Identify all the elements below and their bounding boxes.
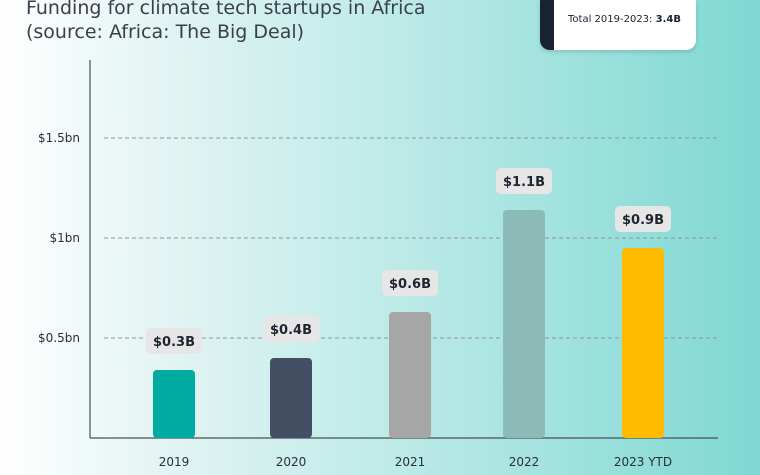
bar-2023-ytd	[622, 248, 664, 438]
bar-2019	[153, 370, 195, 438]
data-label: $1.1B	[503, 175, 545, 190]
bar-2020	[270, 358, 312, 438]
bar-2021	[389, 312, 431, 438]
data-label: $0.9B	[622, 213, 664, 228]
bar-2022	[503, 210, 545, 438]
y-tick-label: $1bn	[50, 231, 81, 245]
data-label: $0.3B	[153, 335, 195, 350]
y-tick-label: $1.5bn	[38, 131, 80, 145]
x-tick-label: 2022	[509, 455, 540, 469]
x-tick-label: 2021	[395, 455, 426, 469]
x-tick-label: 2023 YTD	[614, 455, 672, 469]
data-label: $0.6B	[389, 277, 431, 292]
bar-chart: $0.5bn $1bn $1.5bn $0.3B 2019 $0.4B 2020 $0.6B 2…	[0, 0, 760, 475]
y-tick-label: $0.5bn	[38, 331, 80, 345]
x-tick-label: 2020	[276, 455, 307, 469]
x-tick-label: 2019	[159, 455, 190, 469]
data-label: $0.4B	[270, 323, 312, 338]
